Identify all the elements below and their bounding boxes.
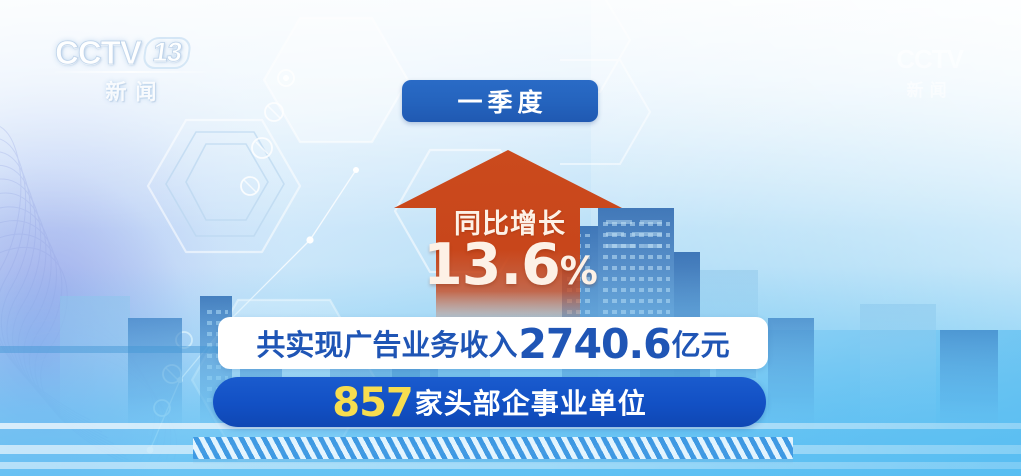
revenue-amount: 2740.6 (518, 320, 671, 368)
revenue-prefix: 共实现广告业务收入 (256, 330, 518, 362)
revenue-pill: 共实现广告业务收入 2740.6 亿元 (218, 317, 768, 369)
growth-arrow-shape (394, 150, 622, 331)
units-count: 857 (332, 380, 413, 426)
diagonal-stripe-bar (193, 437, 793, 459)
quarter-badge-label: 一季度 (457, 89, 548, 117)
units-pill: 857 家头部企事业单位 (213, 377, 766, 427)
units-label: 家头部企事业单位 (414, 388, 647, 419)
growth-arrow: 同比增长 13.6% (390, 146, 630, 331)
revenue-suffix: 亿元 (671, 330, 730, 362)
light-band-3 (0, 462, 1021, 469)
stripe-bar-shadow (193, 459, 793, 464)
quarter-badge: 一季度 (402, 80, 598, 122)
